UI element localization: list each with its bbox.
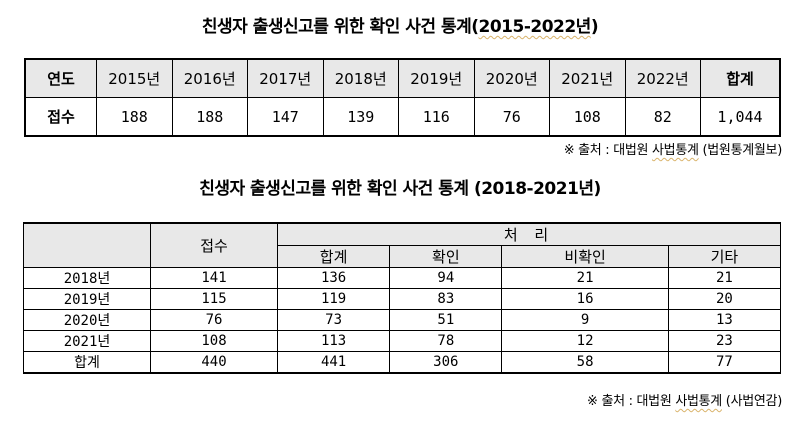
- sub-header-cell: 확인: [389, 245, 503, 268]
- year-cell: 2019년: [398, 58, 475, 98]
- total-cell: 113: [276, 330, 391, 352]
- unconfirmed-cell: 21: [501, 267, 669, 289]
- table2-title: 친생자 출생신고를 위한 확인 사건 통계 (2018-2021년): [199, 179, 601, 199]
- year-header-cell: 연도: [24, 58, 97, 98]
- year-cell: 2021년: [549, 58, 626, 98]
- table2-header-row-2: 합계 확인 비확인 기타: [24, 245, 782, 268]
- sub-header-cell: 합계: [276, 245, 391, 268]
- confirmed-cell: 78: [389, 330, 503, 352]
- total-cell: 136: [276, 267, 391, 289]
- table-row: 2020년 76 73 51 9 13: [23, 309, 782, 331]
- value-cell: 139: [322, 97, 399, 137]
- source-name: 사법통계: [675, 394, 722, 409]
- year-cell: 2016년: [171, 58, 248, 98]
- table1-title-range: 2015-2022년: [478, 17, 592, 37]
- year-cell: 2015년: [96, 58, 173, 98]
- year-cell: 2017년: [247, 58, 324, 98]
- year-cell: 2020년: [473, 58, 550, 98]
- table-row: 2018년 141 136 94 21 21: [23, 267, 782, 289]
- other-cell: 77: [667, 351, 782, 374]
- year-cell: 2018년: [322, 58, 399, 98]
- value-cell: 147: [247, 97, 324, 137]
- confirmed-cell: 51: [389, 309, 503, 331]
- value-cell: 188: [96, 97, 173, 137]
- value-cell: 108: [549, 97, 626, 137]
- row-label-cell: 2018년: [23, 267, 151, 289]
- total-cell: 119: [276, 288, 391, 310]
- unconfirmed-cell: 58: [501, 351, 669, 374]
- value-cell: 76: [473, 97, 550, 137]
- year-cell: 2022년: [624, 58, 701, 98]
- table-row: 2019년 115 119 83 16 20: [23, 288, 782, 310]
- source-note-suffix: (사법연감): [721, 394, 783, 409]
- table1-header-row: 연도 2015년 2016년 2017년 2018년 2019년 2020년 2…: [24, 58, 781, 98]
- row-label-cell: 2021년: [23, 330, 151, 352]
- table-row: 2021년 108 113 78 12 23: [23, 330, 782, 352]
- table2-header-row-1: 접수 처 리: [23, 222, 781, 268]
- received-header-cell: 접수: [150, 222, 278, 268]
- empty-corner-cell: [23, 222, 151, 268]
- table1-source-note: ※ 출처 : 대법원 사법통계 (법원통계월보): [563, 139, 783, 158]
- yearly-stats-table: 연도 2015년 2016년 2017년 2018년 2019년 2020년 2…: [24, 58, 781, 137]
- confirmed-cell: 94: [389, 267, 503, 289]
- value-cell: 116: [398, 97, 475, 137]
- received-cell: 141: [150, 267, 278, 289]
- sum-row: 합계 440 441 306 58 77: [23, 351, 782, 374]
- row-label-cell: 2020년: [23, 309, 151, 331]
- received-cell: 440: [150, 351, 278, 374]
- other-cell: 13: [667, 309, 782, 331]
- sub-header-cell: 비확인: [501, 245, 669, 268]
- row-label-cell: 합계: [23, 351, 151, 374]
- received-cell: 108: [150, 330, 278, 352]
- unconfirmed-cell: 16: [501, 288, 669, 310]
- processing-stats-table: 접수 처 리 합계 확인 비확인 기타 2018년 141 136 94 21 …: [23, 222, 782, 374]
- table1-title-suffix: ): [590, 17, 599, 37]
- table1-data-row: 접수 188 188 147 139 116 76 108 82 1,044: [24, 97, 781, 137]
- processing-group-header: 처 리: [277, 222, 781, 246]
- other-cell: 23: [667, 330, 782, 352]
- table1-title: 친생자 출생신고를 위한 확인 사건 통계(2015-2022년): [0, 12, 800, 37]
- confirmed-cell: 306: [389, 351, 503, 374]
- source-note-suffix: (법원통계월보): [698, 143, 782, 158]
- row-label-cell: 2019년: [23, 288, 151, 310]
- sub-header-cell: 기타: [667, 245, 782, 268]
- source-note-prefix: ※ 출처 : 대법원: [587, 394, 676, 409]
- confirmed-cell: 83: [389, 288, 503, 310]
- unconfirmed-cell: 12: [501, 330, 669, 352]
- total-cell: 73: [276, 309, 391, 331]
- received-label-cell: 접수: [24, 97, 97, 137]
- total-cell: 441: [276, 351, 391, 374]
- unconfirmed-cell: 9: [501, 309, 669, 331]
- received-cell: 76: [150, 309, 278, 331]
- received-cell: 115: [150, 288, 278, 310]
- value-cell: 82: [624, 97, 701, 137]
- value-cell: 188: [171, 97, 248, 137]
- total-value-cell: 1,044: [700, 97, 781, 137]
- total-header-cell: 합계: [700, 58, 781, 98]
- table1-title-prefix: 친생자 출생신고를 위한 확인 사건 통계(: [201, 17, 479, 37]
- other-cell: 21: [667, 267, 782, 289]
- source-name: 사법통계: [652, 143, 699, 158]
- table2-source-note: ※ 출처 : 대법원 사법통계 (사법연감): [587, 390, 782, 409]
- source-note-prefix: ※ 출처 : 대법원: [563, 143, 653, 158]
- other-cell: 20: [667, 288, 782, 310]
